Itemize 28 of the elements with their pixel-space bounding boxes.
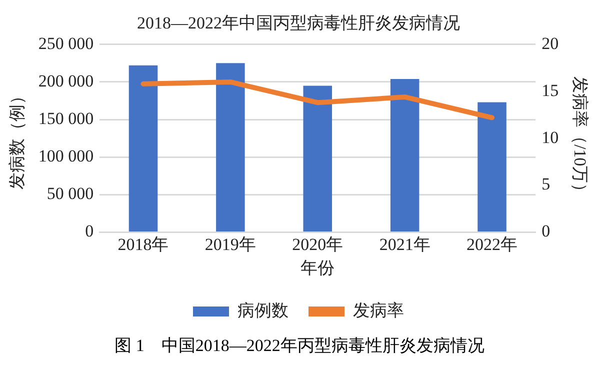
- bar: [216, 63, 245, 232]
- y2-tick-label: 20: [542, 34, 559, 53]
- x-tick-label: 2020年: [292, 234, 344, 254]
- legend-label: 发病率: [353, 300, 404, 320]
- x-tick-label: 2019年: [204, 234, 256, 254]
- legend-label: 病例数: [238, 300, 288, 320]
- bar: [303, 86, 332, 232]
- y2-tick-label: 5: [542, 174, 550, 194]
- y2-tick-label: 10: [542, 128, 559, 147]
- x-axis-title: 年份: [300, 258, 335, 278]
- y-tick-label: 0: [85, 222, 94, 241]
- y-axis-title: 发病数（例）: [8, 87, 27, 190]
- bar: [478, 102, 506, 232]
- y-tick-label: 50 000: [46, 184, 94, 204]
- bar: [390, 78, 420, 232]
- chart-title: 2018—2022年中国丙型病毒性肝炎发病情况: [137, 14, 460, 33]
- y-tick-label: 200 000: [38, 71, 94, 90]
- y-tick-label: 250 000: [38, 34, 94, 53]
- caption: 图 1 中国2018—2022年丙型病毒性肝炎发病情况: [114, 335, 486, 357]
- y2-axis-title: 发病率（/10万）: [570, 76, 590, 200]
- x-tick-label: 2018年: [118, 234, 169, 254]
- y2-tick-label: 15: [542, 80, 559, 100]
- y-tick-label: 150 000: [38, 108, 94, 128]
- bar: [128, 65, 158, 232]
- x-tick-label: 2021年: [379, 234, 430, 254]
- x-tick-label: 2022年: [466, 234, 518, 254]
- y2-tick-label: 0: [542, 222, 550, 241]
- y-tick-label: 100 000: [38, 146, 94, 166]
